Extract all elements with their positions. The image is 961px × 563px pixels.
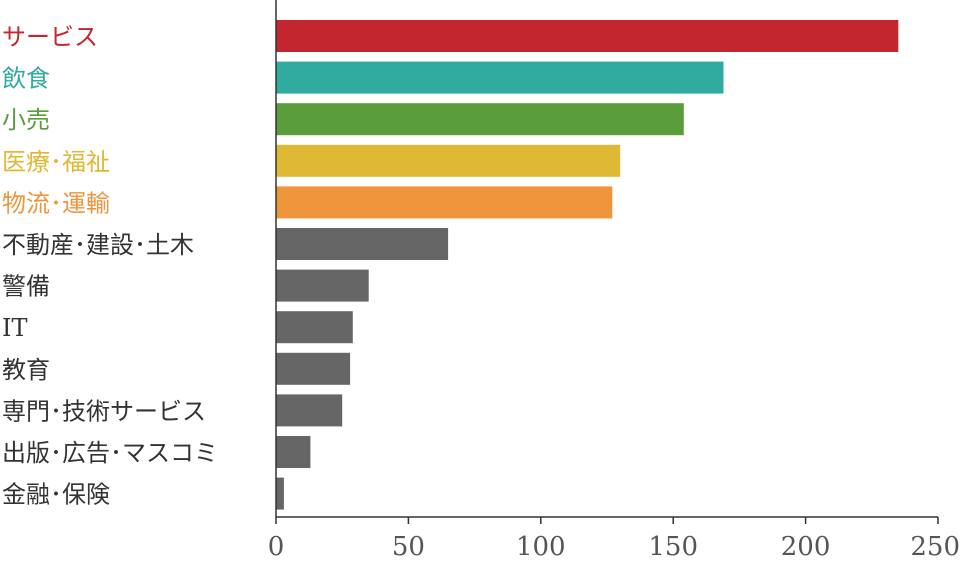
category-label-3: 医療･福祉 (2, 148, 110, 176)
x-axis: 0 50 100 150 200 250 (268, 0, 960, 562)
category-label-5: 不動産･建設･土木 (2, 231, 194, 259)
bar-0 (276, 20, 899, 52)
bar-5 (276, 228, 449, 260)
x-tick-label-3: 150 (648, 532, 698, 562)
x-tick-label-0: 0 (268, 532, 285, 562)
category-label-8: 教育 (2, 356, 50, 384)
x-tick-label-1: 50 (392, 532, 425, 562)
category-label-10: 出版･広告･マスコミ (2, 439, 218, 467)
category-label-6: 警備 (2, 273, 50, 301)
category-label-9: 専門･技術サービス (2, 397, 206, 425)
bar-6 (276, 269, 369, 302)
bar-4 (276, 186, 613, 219)
category-label-1: 飲食 (2, 65, 50, 93)
x-tick-label-4: 200 (781, 532, 831, 562)
bar-7 (276, 311, 353, 344)
bar-8 (276, 352, 351, 385)
bar-2 (276, 103, 684, 136)
category-label-0: サービス (2, 23, 98, 51)
category-label-7: IT (2, 314, 28, 342)
bar-11 (276, 477, 284, 510)
category-label-4: 物流･運輸 (2, 189, 110, 217)
category-label-11: 金融･保険 (2, 481, 110, 509)
bar-9 (276, 394, 343, 427)
bars (276, 20, 899, 510)
bar-1 (276, 61, 724, 94)
bar-3 (276, 144, 621, 177)
x-tick-label-2: 100 (516, 532, 566, 562)
x-tick-label-5: 250 (910, 532, 960, 562)
bar-10 (276, 436, 311, 468)
category-label-2: 小売 (2, 106, 50, 134)
